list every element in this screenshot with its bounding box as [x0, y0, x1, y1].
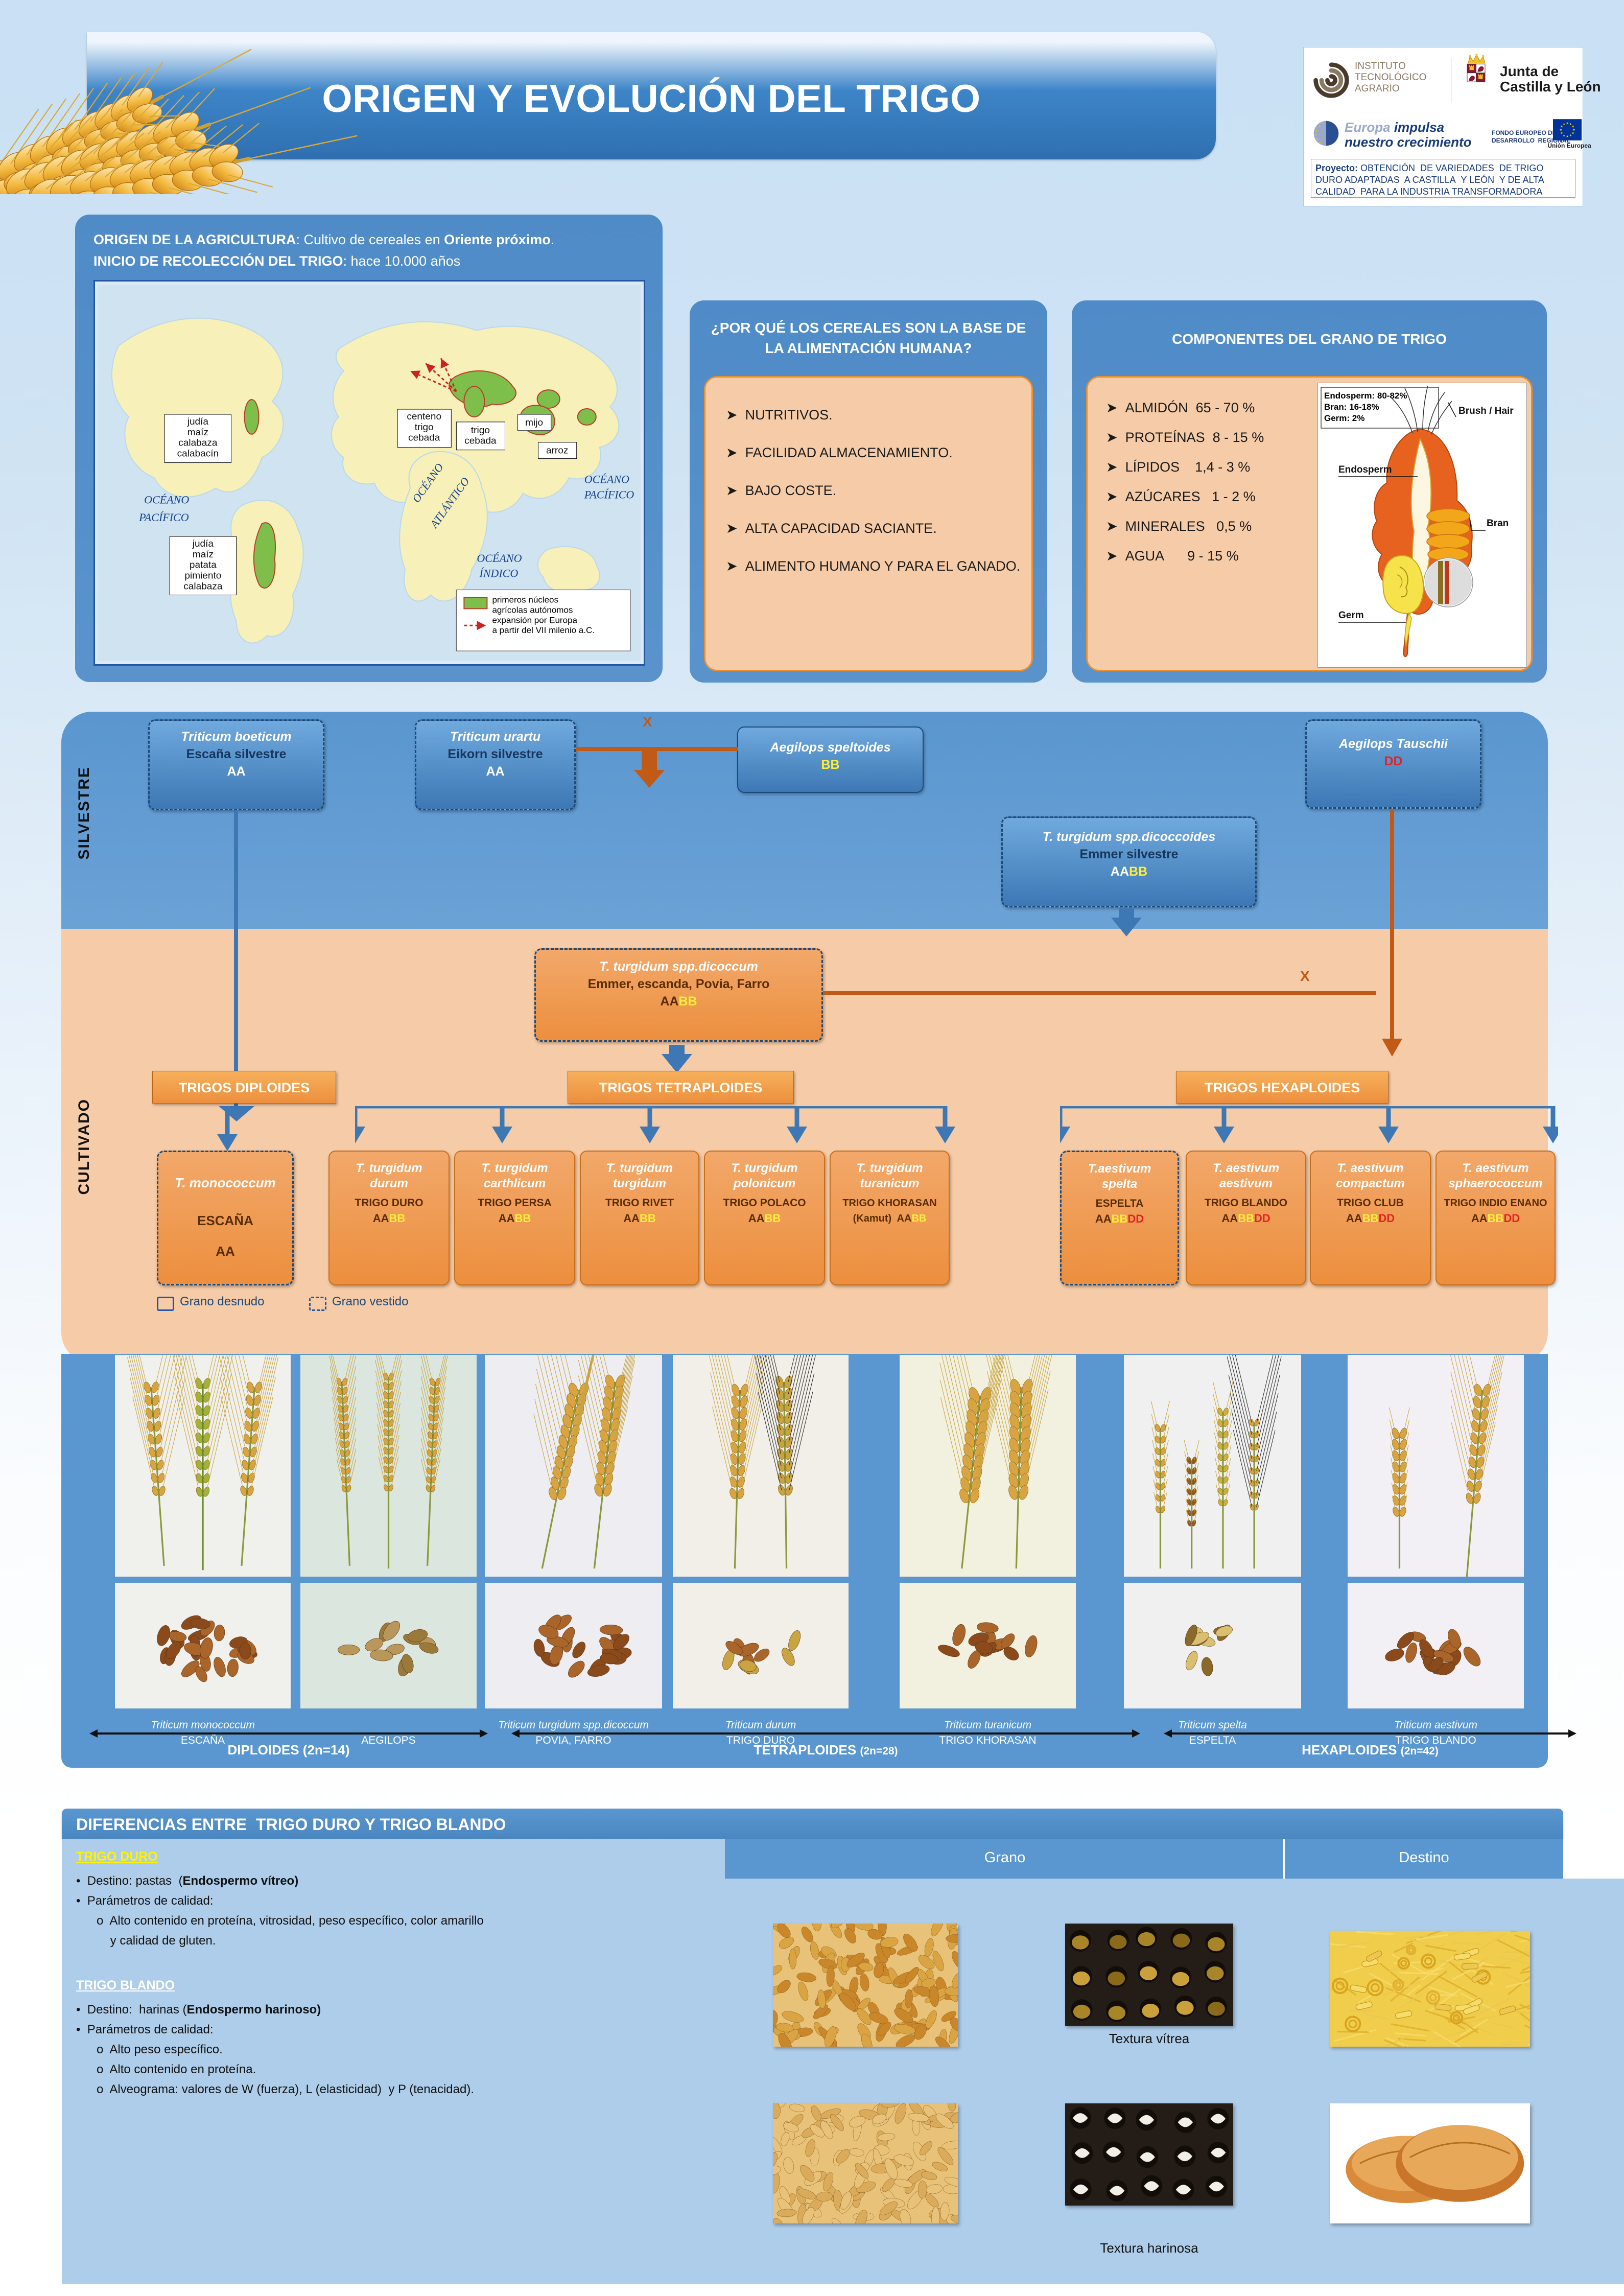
svg-text:primeros núcleos: primeros núcleos [492, 595, 558, 605]
svg-text:PACÍFICO: PACÍFICO [584, 488, 634, 501]
svg-text:trigo: trigo [415, 422, 434, 433]
svg-text:expansión por Europa: expansión por Europa [492, 615, 577, 625]
svg-text:ÍNDICO: ÍNDICO [479, 567, 518, 580]
svg-text:maíz: maíz [193, 549, 214, 560]
svg-text:Bran: Bran [1487, 518, 1509, 529]
svg-text:calabaza: calabaza [183, 581, 223, 592]
svg-text:maíz: maíz [187, 427, 208, 438]
svg-text:arroz: arroz [546, 446, 568, 456]
svg-text:calabacín: calabacín [177, 449, 219, 459]
svg-text:Brush / Hair: Brush / Hair [1458, 406, 1514, 416]
svg-text:Bran: 16-18%: Bran: 16-18% [1324, 402, 1379, 412]
svg-text:patata: patata [190, 560, 217, 571]
svg-text:Endosperm: Endosperm [1338, 464, 1392, 475]
svg-text:judía: judía [192, 538, 214, 549]
svg-text:a partir del VII milenio a.C.: a partir del VII milenio a.C. [492, 625, 595, 635]
svg-text:cebada: cebada [408, 433, 440, 443]
svg-text:OCÉANO: OCÉANO [144, 493, 189, 506]
svg-text:centeno: centeno [407, 411, 441, 422]
svg-text:calabaza: calabaza [178, 438, 218, 449]
svg-text:OCÉANO: OCÉANO [477, 552, 522, 565]
svg-text:judía: judía [187, 416, 209, 427]
svg-text:PACÍFICO: PACÍFICO [138, 511, 189, 524]
svg-text:mijo: mijo [525, 417, 543, 428]
svg-text:Endosperm: 80-82%: Endosperm: 80-82% [1324, 391, 1407, 401]
svg-text:OCÉANO: OCÉANO [584, 473, 629, 485]
svg-text:trigo: trigo [471, 425, 490, 436]
svg-text:Germ: Germ [1338, 610, 1364, 621]
svg-text:agrícolas autónomos: agrícolas autónomos [492, 605, 573, 615]
svg-text:pimiento: pimiento [184, 571, 221, 581]
svg-text:cebada: cebada [464, 436, 497, 447]
svg-text:Germ: 2%: Germ: 2% [1324, 413, 1364, 423]
